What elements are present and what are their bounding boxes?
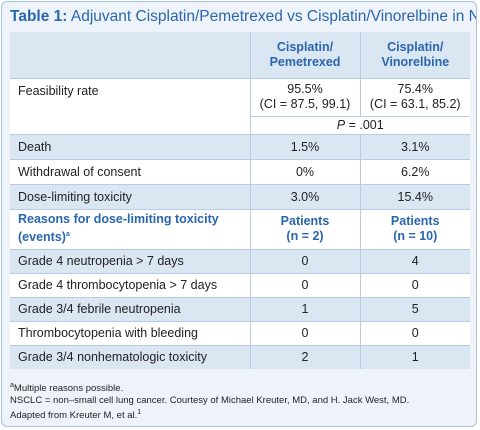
cell-value: 0 [249, 321, 360, 346]
table-row: Dose-limiting toxicity 3.0% 15.4% [10, 184, 470, 210]
footnote-abbreviation: NSCLC = non–small cell lung cancer. Cour… [10, 395, 410, 407]
reasons-header-label: Reasons for dose-limiting toxicity (even… [10, 209, 250, 250]
p-value: P = .001 [249, 116, 470, 135]
patients-header-vinorelbine: Patients (n = 10) [359, 209, 470, 250]
row-label: Dose-limiting toxicity [10, 184, 250, 210]
cell-value: 3.1% [359, 134, 470, 160]
row-label: Feasibility rate [10, 78, 250, 116]
cell-value: 2 [249, 345, 360, 369]
table-row: Withdrawal of consent 0% 6.2% [10, 159, 470, 185]
column-header-vinorelbine: Cisplatin/Vinorelbine [359, 32, 470, 79]
table-row: Grade 4 neutropenia > 7 days 0 4 [10, 249, 470, 274]
cell-value: 15.4% [359, 184, 470, 210]
table-caption: Adjuvant Cisplatin/Pemetrexed vs Cisplat… [70, 8, 477, 25]
footnotes: aMultiple reasons possible. NSCLC = non–… [10, 380, 470, 422]
cell-value: 3.0% [249, 184, 360, 210]
cell-value: 5 [359, 297, 470, 322]
cell-value: 0% [249, 159, 360, 185]
column-header-pemetrexed: Cisplatin/Pemetrexed [249, 32, 360, 79]
cell-value: 4 [359, 249, 470, 274]
cell-value: 6.2% [359, 159, 470, 185]
row-label: Withdrawal of consent [10, 159, 250, 185]
row-label: Grade 3/4 febrile neutropenia [10, 297, 250, 322]
table-row: Grade 4 thrombocytopenia > 7 days 0 0 [10, 273, 470, 298]
blank-cell [10, 116, 250, 135]
row-label: Death [10, 134, 250, 160]
table-number: Table 1: [10, 8, 68, 25]
table-row: Grade 3/4 nonhematologic toxicity 2 1 [10, 345, 470, 369]
table-row: Death 1.5% 3.1% [10, 134, 470, 160]
cell-value: 0 [249, 249, 360, 274]
p-value-row: P = .001 [10, 116, 470, 135]
column-header-row: Cisplatin/Pemetrexed Cisplatin/Vinorelbi… [10, 32, 470, 79]
cell-value: 0 [249, 273, 360, 298]
footnote-a: aMultiple reasons possible. [10, 382, 124, 395]
cell-value: 95.5% (CI = 87.5, 99.1) [249, 78, 360, 117]
patients-header-pemetrexed: Patients (n = 2) [249, 209, 360, 250]
row-label: Grade 3/4 nonhematologic toxicity [10, 345, 250, 369]
row-label: Grade 4 neutropenia > 7 days [10, 249, 250, 274]
cell-value: 0 [359, 273, 470, 298]
table-row: Feasibility rate 95.5% (CI = 87.5, 99.1) … [10, 78, 470, 117]
footnote-source: Adapted from Kreuter M, et al.1 [10, 409, 142, 422]
row-label: Thrombocytopenia with bleeding [10, 321, 250, 346]
table-row: Grade 3/4 febrile neutropenia 1 5 [10, 297, 470, 322]
cell-value: 1 [359, 345, 470, 369]
row-label: Grade 4 thrombocytopenia > 7 days [10, 273, 250, 298]
data-table: Cisplatin/Pemetrexed Cisplatin/Vinorelbi… [10, 32, 470, 369]
table-title: Table 1: Adjuvant Cisplatin/Pemetrexed v… [10, 8, 477, 26]
cell-value: 75.4% (CI = 63.1, 85.2) [359, 78, 470, 117]
header-blank-cell [10, 32, 250, 79]
cell-value: 1 [249, 297, 360, 322]
cell-value: 0 [359, 321, 470, 346]
cell-value: 1.5% [249, 134, 360, 160]
reasons-header-row: Reasons for dose-limiting toxicity (even… [10, 209, 470, 250]
table-row: Thrombocytopenia with bleeding 0 0 [10, 321, 470, 346]
